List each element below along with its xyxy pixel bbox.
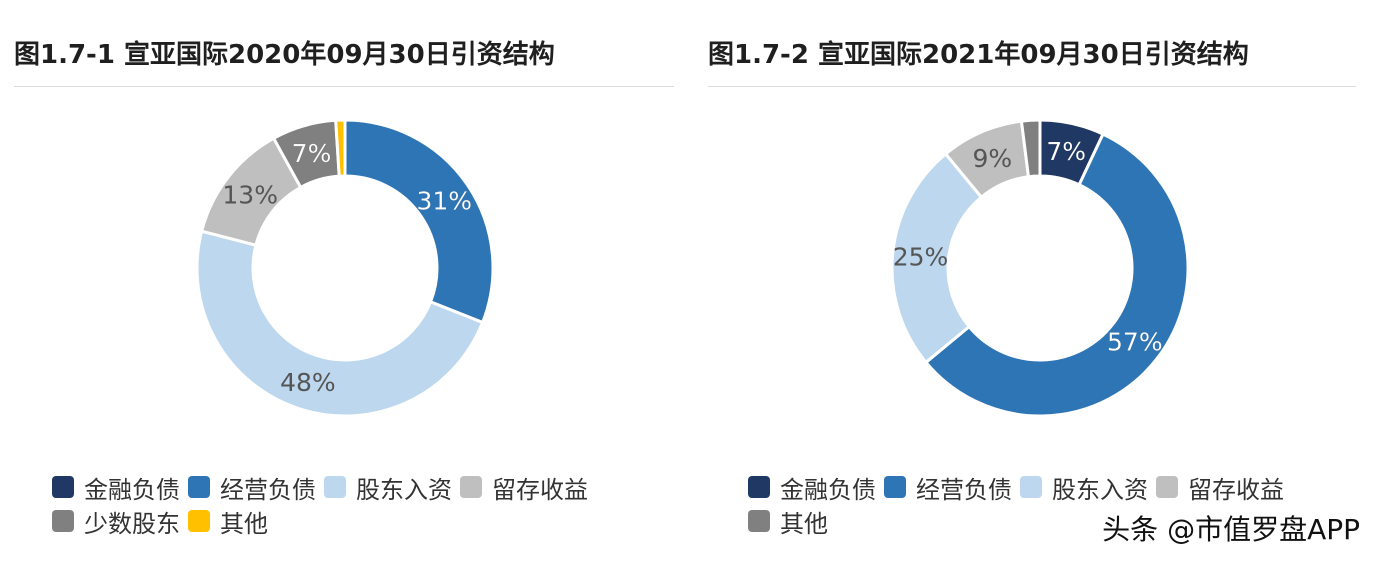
data-label-留存收益: 13% [222, 180, 278, 209]
legend-label: 留存收益 [492, 475, 588, 504]
chart-panel-2021: 图1.7-2 宣亚国际2021年09月30日引资结构 7% 57% 25% 9% 金融… [690, 0, 1382, 564]
legend-item: 股东入资 [1020, 470, 1148, 505]
chart-legend: 金融负债 经营负债 股东入资 留存收益少数股东 其他 [52, 470, 672, 538]
legend-row: 其他 [748, 504, 1368, 538]
data-label-金融负债: 7% [1046, 137, 1086, 166]
chart-title: 图1.7-1 宣亚国际2020年09月30日引资结构 [14, 40, 555, 70]
title-divider [708, 86, 1356, 87]
legend-label: 股东入资 [1052, 475, 1148, 504]
legend-row: 少数股东 其他 [52, 504, 672, 538]
legend-swatch [748, 476, 770, 498]
legend-swatch [324, 476, 346, 498]
legend-item: 金融负债 [52, 470, 180, 505]
legend-label: 金融负债 [84, 475, 180, 504]
chart-title: 图1.7-2 宣亚国际2021年09月30日引资结构 [708, 40, 1249, 70]
legend-label: 经营负债 [220, 475, 316, 504]
legend-item: 经营负债 [884, 470, 1012, 505]
legend-item: 其他 [188, 504, 268, 539]
data-label-经营负债: 57% [1107, 328, 1163, 357]
legend-swatch [188, 476, 210, 498]
data-label-留存收益: 9% [973, 144, 1013, 173]
legend-item: 金融负债 [748, 470, 876, 505]
legend-label: 其他 [780, 509, 828, 538]
donut-slice-其他 [334, 118, 347, 178]
legend-label: 少数股东 [84, 509, 180, 538]
donut-chart: 31% 48% 13% 7% [195, 118, 495, 418]
legend-swatch [460, 476, 482, 498]
watermark-text: 头条 @市值罗盘APP [1102, 513, 1360, 546]
donut-chart: 7% 57% 25% 9% [890, 118, 1190, 418]
legend-label: 经营负债 [916, 475, 1012, 504]
legend-label: 其他 [220, 509, 268, 538]
legend-label: 股东入资 [356, 475, 452, 504]
data-label-少数股东: 7% [292, 139, 332, 168]
chart-panel-2020: 图1.7-1 宣亚国际2020年09月30日引资结构 31% 48% 13% 7% 金… [0, 0, 690, 564]
data-label-股东入资: 48% [280, 368, 336, 397]
chart-legend: 金融负债 经营负债 股东入资 留存收益其他 [748, 470, 1368, 538]
legend-item: 经营负债 [188, 470, 316, 505]
legend-item: 股东入资 [324, 470, 452, 505]
data-label-股东入资: 25% [893, 243, 949, 272]
data-label-经营负债: 31% [416, 187, 472, 216]
legend-swatch [1156, 476, 1178, 498]
legend-swatch [1020, 476, 1042, 498]
legend-row: 金融负债 经营负债 股东入资 留存收益 [52, 470, 672, 504]
donut-slice-其他 [1019, 118, 1042, 179]
legend-swatch [52, 510, 74, 532]
legend-row: 金融负债 经营负债 股东入资 留存收益 [748, 470, 1368, 504]
legend-label: 金融负债 [780, 475, 876, 504]
legend-label: 留存收益 [1188, 475, 1284, 504]
legend-item: 留存收益 [460, 470, 588, 505]
title-divider [14, 86, 674, 87]
legend-item: 少数股东 [52, 504, 180, 539]
legend-item: 其他 [748, 504, 828, 539]
legend-swatch [748, 510, 770, 532]
legend-swatch [884, 476, 906, 498]
donut-slice-股东入资 [195, 229, 485, 418]
donut-slice-经营负债 [343, 118, 495, 325]
legend-item: 留存收益 [1156, 470, 1284, 505]
legend-swatch [52, 476, 74, 498]
donut-slice-经营负债 [923, 132, 1190, 418]
legend-swatch [188, 510, 210, 532]
